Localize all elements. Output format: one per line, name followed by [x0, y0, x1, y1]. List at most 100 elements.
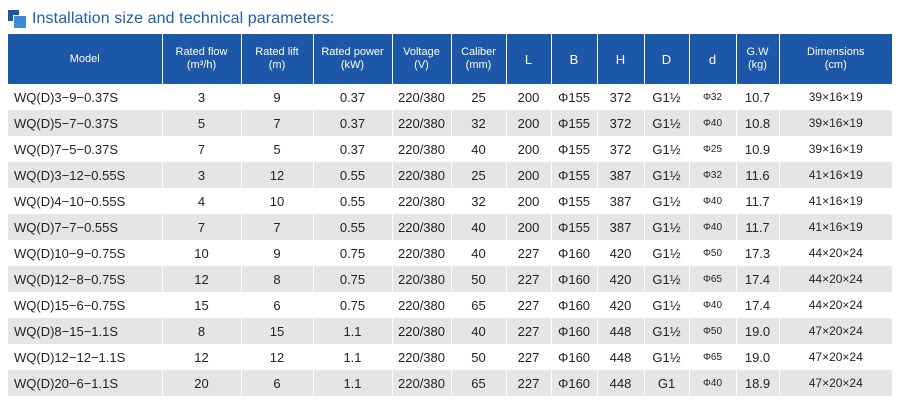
table-row: WQ(D)12−12−1.1S 12 12 1.1 220/380 50 227 Φ160 44…	[8, 344, 892, 370]
table-cell: WQ(D)4−10−0.55S	[8, 188, 163, 214]
table-cell: 10	[241, 188, 314, 214]
column-header-label: D	[661, 51, 672, 67]
table-cell: Φ155	[551, 84, 598, 110]
table-row: WQ(D)3−12−0.55S 3 12 0.55 220/380 25 200 Φ155 38…	[8, 162, 892, 188]
parameters-table: Model Rated flow (m³/h) Rated lift (m) Rated …	[8, 34, 892, 396]
column-header-label: B	[569, 51, 579, 67]
table-cell: 19.0	[736, 344, 780, 370]
table-cell: WQ(D)20−6−1.1S	[8, 370, 163, 396]
table-cell: 11.6	[736, 162, 780, 188]
table-cell: WQ(D)3−9−0.37S	[8, 84, 163, 110]
table-cell: 25	[451, 84, 507, 110]
column-header: Model	[8, 34, 163, 84]
column-header-label: Voltage	[403, 46, 440, 58]
table-cell: G1½	[644, 162, 690, 188]
table-cell: 220/380	[392, 292, 452, 318]
table-cell: 47×20×24	[779, 344, 892, 370]
table-cell: G1	[644, 370, 690, 396]
table-cell: 12	[162, 266, 242, 292]
table-cell: 10.8	[736, 110, 780, 136]
table-row: WQ(D)10−9−0.75S 10 9 0.75 220/380 40 227 Φ160 42…	[8, 240, 892, 266]
table-cell: Φ155	[551, 214, 598, 240]
table-cell: 420	[597, 240, 645, 266]
table-cell: 0.55	[313, 214, 393, 240]
column-header-label: Rated flow	[175, 46, 228, 58]
column-header-label: d	[708, 51, 717, 67]
column-header: Rated flow (m³/h)	[162, 34, 242, 84]
table-cell: 11.7	[736, 188, 780, 214]
table-cell: Φ160	[551, 344, 598, 370]
column-header: Rated power (kW)	[313, 34, 393, 84]
table-cell: 10.7	[736, 84, 780, 110]
table-cell: 47×20×24	[779, 370, 892, 396]
table-cell: 372	[597, 84, 645, 110]
table-row: WQ(D)3−9−0.37S 3 9 0.37 220/380 25 200 Φ155 372 G…	[8, 84, 892, 110]
table-cell: Φ40	[689, 370, 737, 396]
table-cell: Φ32	[689, 84, 737, 110]
table-cell: 1.1	[313, 344, 393, 370]
table-cell: 32	[451, 188, 507, 214]
table-cell: 41×16×19	[779, 162, 892, 188]
table-cell: 372	[597, 136, 645, 162]
table-cell: 44×20×24	[779, 266, 892, 292]
table-cell: 7	[162, 214, 242, 240]
table-cell: 0.37	[313, 136, 393, 162]
table-row: WQ(D)20−6−1.1S 20 6 1.1 220/380 65 227 Φ160 448 G…	[8, 370, 892, 396]
table-cell: WQ(D)12−8−0.75S	[8, 266, 163, 292]
table-cell: 8	[241, 266, 314, 292]
table-cell: 39×16×19	[779, 136, 892, 162]
table-cell: Φ65	[689, 344, 737, 370]
table-cell: 227	[506, 292, 552, 318]
column-header: d	[689, 34, 737, 84]
table-cell: 3	[162, 162, 242, 188]
column-header-unit: (cm)	[824, 59, 847, 71]
table-cell: 65	[451, 292, 507, 318]
table-cell: 41×16×19	[779, 188, 892, 214]
table-cell: G1½	[644, 240, 690, 266]
table-cell: 44×20×24	[779, 292, 892, 318]
table-cell: 227	[506, 344, 552, 370]
column-header: D	[644, 34, 690, 84]
table-cell: 1.1	[313, 318, 393, 344]
column-header-unit: (kW)	[340, 59, 365, 71]
column-header: B	[551, 34, 598, 84]
table-cell: Φ155	[551, 136, 598, 162]
table-cell: 9	[241, 84, 314, 110]
table-cell: 420	[597, 266, 645, 292]
table-cell: Φ155	[551, 110, 598, 136]
table-cell: 40	[451, 214, 507, 240]
table-row: WQ(D)7−7−0.55S 7 7 0.55 220/380 40 200 Φ155 387 G…	[8, 214, 892, 240]
table-cell: 9	[241, 240, 314, 266]
table-cell: 387	[597, 162, 645, 188]
table-cell: 220/380	[392, 370, 452, 396]
table-cell: 8	[162, 318, 242, 344]
column-header: L	[506, 34, 552, 84]
table-cell: WQ(D)12−12−1.1S	[8, 344, 163, 370]
table-row: WQ(D)12−8−0.75S 12 8 0.75 220/380 50 227 Φ160 42…	[8, 266, 892, 292]
table-cell: Φ160	[551, 370, 598, 396]
table-cell: 12	[241, 162, 314, 188]
table-cell: 50	[451, 266, 507, 292]
column-header-label: H	[615, 51, 626, 67]
column-header-label: G.W	[746, 46, 769, 58]
squares-icon	[8, 10, 27, 29]
table-cell: 0.37	[313, 110, 393, 136]
table-cell: 1.1	[313, 370, 393, 396]
table-cell: 32	[451, 110, 507, 136]
table-cell: 19.0	[736, 318, 780, 344]
column-header-label: Rated lift	[255, 46, 299, 58]
table-cell: 12	[241, 344, 314, 370]
table-cell: 18.9	[736, 370, 780, 396]
column-header: H	[597, 34, 645, 84]
table-cell: 17.4	[736, 266, 780, 292]
table-cell: 15	[241, 318, 314, 344]
table-cell: 227	[506, 318, 552, 344]
column-header: Dimensions (cm)	[779, 34, 892, 84]
column-header: Rated lift (m)	[241, 34, 314, 84]
table-cell: 12	[162, 344, 242, 370]
table-cell: 39×16×19	[779, 110, 892, 136]
column-header-label: Caliber	[461, 46, 496, 58]
table-cell: WQ(D)3−12−0.55S	[8, 162, 163, 188]
table-cell: Φ160	[551, 292, 598, 318]
table-cell: 3	[162, 84, 242, 110]
